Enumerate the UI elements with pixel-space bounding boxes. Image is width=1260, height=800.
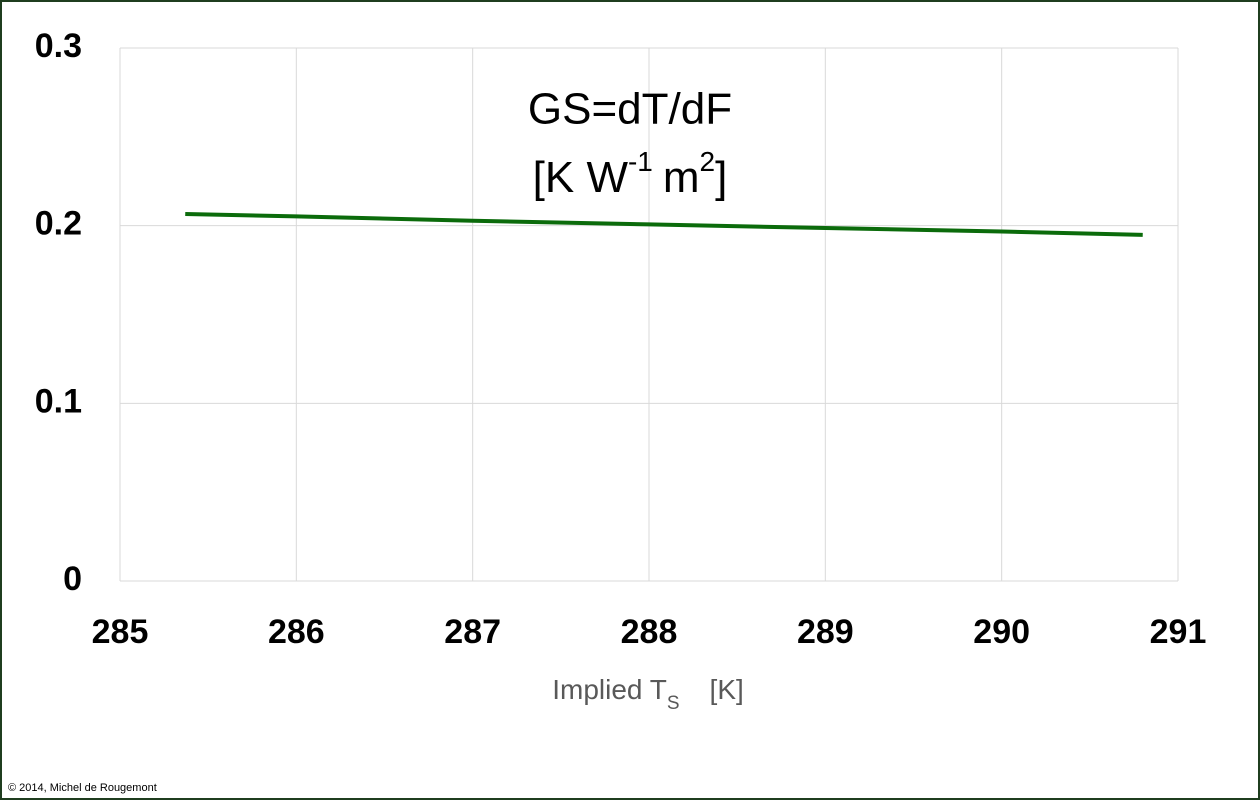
units-part: [K W <box>533 153 629 202</box>
x-tick-label: 285 <box>92 613 149 651</box>
units-sup: -1 <box>628 146 653 177</box>
units-part: m <box>663 153 700 202</box>
x-tick-label: 286 <box>268 613 325 651</box>
x-tick-label: 290 <box>973 613 1030 651</box>
x-tick-label: 287 <box>444 613 501 651</box>
x-label-sub: S <box>667 693 680 714</box>
y-tick-label: 0.2 <box>35 205 82 243</box>
x-label-part: Implied T <box>552 674 667 705</box>
x-axis-label: Implied TS [K] <box>552 674 744 714</box>
chart-title: GS=dT/dF <box>528 85 732 134</box>
units-sup: 2 <box>700 146 716 177</box>
grid <box>119 47 1179 582</box>
x-tick-label: 291 <box>1150 613 1207 651</box>
x-tick-label: 289 <box>797 613 854 651</box>
credit: © 2014, Michel de Rougemont <box>8 782 157 794</box>
data-line <box>185 211 1143 237</box>
y-tick-label: 0.1 <box>35 382 82 420</box>
chart-units: [K W-1 m2] <box>533 146 728 201</box>
x-tick-label: 288 <box>621 613 678 651</box>
units-part: ] <box>715 153 727 202</box>
y-tick-label: 0.3 <box>35 27 82 65</box>
x-label-part: [K] <box>710 674 744 705</box>
y-tick-label: 0 <box>63 560 82 598</box>
marks <box>185 211 1143 237</box>
